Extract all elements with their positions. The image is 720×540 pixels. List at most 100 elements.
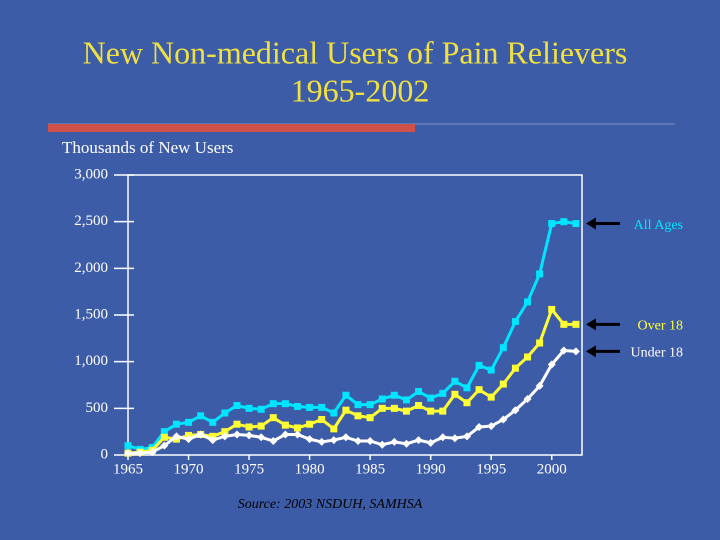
- point: [390, 391, 398, 399]
- point: [451, 390, 459, 398]
- x-tick-label: 1990: [416, 461, 446, 477]
- point: [378, 395, 386, 403]
- point: [366, 401, 374, 409]
- point: [341, 433, 350, 442]
- point: [572, 220, 580, 228]
- point: [160, 441, 169, 450]
- point: [245, 431, 254, 440]
- legend-label: All Ages: [634, 218, 683, 233]
- point: [511, 318, 519, 326]
- point: [245, 404, 253, 412]
- point: [196, 430, 205, 439]
- point: [475, 423, 484, 431]
- point: [524, 353, 532, 361]
- point: [487, 393, 495, 401]
- point: [511, 406, 520, 415]
- point: [160, 433, 168, 441]
- point: [462, 432, 471, 441]
- point: [306, 420, 314, 428]
- source: Source: 2003 NSDUH, SAMHSA: [238, 497, 423, 512]
- x-tick-label: 1975: [234, 461, 264, 477]
- point: [354, 437, 363, 445]
- x-tick-label: 2000: [537, 461, 567, 477]
- point: [511, 364, 519, 372]
- point: [560, 320, 568, 328]
- point: [427, 394, 435, 402]
- point: [402, 407, 410, 415]
- x-tick-label: 1965: [113, 461, 143, 477]
- legend-arrowhead: [586, 217, 596, 230]
- point: [293, 430, 302, 439]
- point: [475, 386, 483, 394]
- legend-label: Over 18: [638, 319, 684, 334]
- legend-arrowhead: [586, 318, 596, 331]
- y-tick-label: 1,500: [74, 306, 108, 322]
- point: [208, 436, 217, 445]
- y-tick-label: 3,000: [74, 166, 108, 182]
- point: [415, 402, 423, 410]
- point: [233, 402, 241, 410]
- point: [547, 360, 556, 369]
- point: [342, 406, 350, 414]
- point: [281, 421, 289, 429]
- point: [305, 435, 314, 444]
- subtitle: 1965-2002: [291, 72, 430, 108]
- point: [572, 320, 580, 328]
- point: [354, 401, 362, 409]
- point: [148, 448, 157, 457]
- point: [463, 399, 471, 407]
- point: [221, 428, 229, 436]
- point: [560, 218, 568, 226]
- point: [499, 380, 507, 388]
- legend-label: Under 18: [631, 346, 684, 361]
- point: [185, 418, 193, 426]
- point: [330, 409, 338, 417]
- y-tick-label: 500: [86, 400, 109, 416]
- point: [378, 440, 387, 449]
- point: [523, 395, 532, 403]
- point: [378, 404, 386, 412]
- y-tick-label: 2,500: [74, 213, 108, 229]
- point: [281, 430, 290, 439]
- point: [124, 449, 132, 458]
- point: [293, 424, 301, 432]
- point: [415, 388, 423, 396]
- point: [330, 425, 338, 433]
- point: [559, 346, 568, 355]
- point: [439, 389, 447, 397]
- point: [306, 403, 314, 411]
- y-axis-label: Thousands of New Users: [62, 138, 233, 157]
- point: [197, 412, 205, 420]
- point: [318, 416, 326, 424]
- point: [317, 437, 326, 446]
- point: [257, 405, 265, 413]
- point: [548, 305, 556, 313]
- point: [463, 384, 471, 392]
- point: [450, 434, 459, 443]
- point: [281, 400, 289, 408]
- point: [536, 339, 544, 347]
- point: [438, 433, 447, 442]
- legend-arrowhead: [586, 345, 596, 358]
- point: [269, 414, 277, 422]
- x-tick-label: 1995: [476, 461, 506, 477]
- point: [232, 430, 241, 439]
- point: [475, 361, 483, 369]
- point: [427, 407, 435, 415]
- x-tick-label: 1980: [295, 461, 325, 477]
- x-tick-label: 1970: [174, 461, 204, 477]
- y-tick-label: 1,000: [74, 353, 108, 369]
- point: [451, 377, 459, 385]
- point: [354, 412, 362, 420]
- y-tick-label: 0: [101, 446, 109, 462]
- point: [536, 270, 544, 278]
- point: [269, 400, 277, 408]
- point: [233, 420, 241, 428]
- point: [414, 436, 423, 445]
- point: [245, 423, 253, 431]
- point: [124, 442, 132, 450]
- point: [257, 422, 265, 430]
- point: [499, 415, 508, 424]
- point: [293, 402, 301, 410]
- point: [257, 433, 266, 442]
